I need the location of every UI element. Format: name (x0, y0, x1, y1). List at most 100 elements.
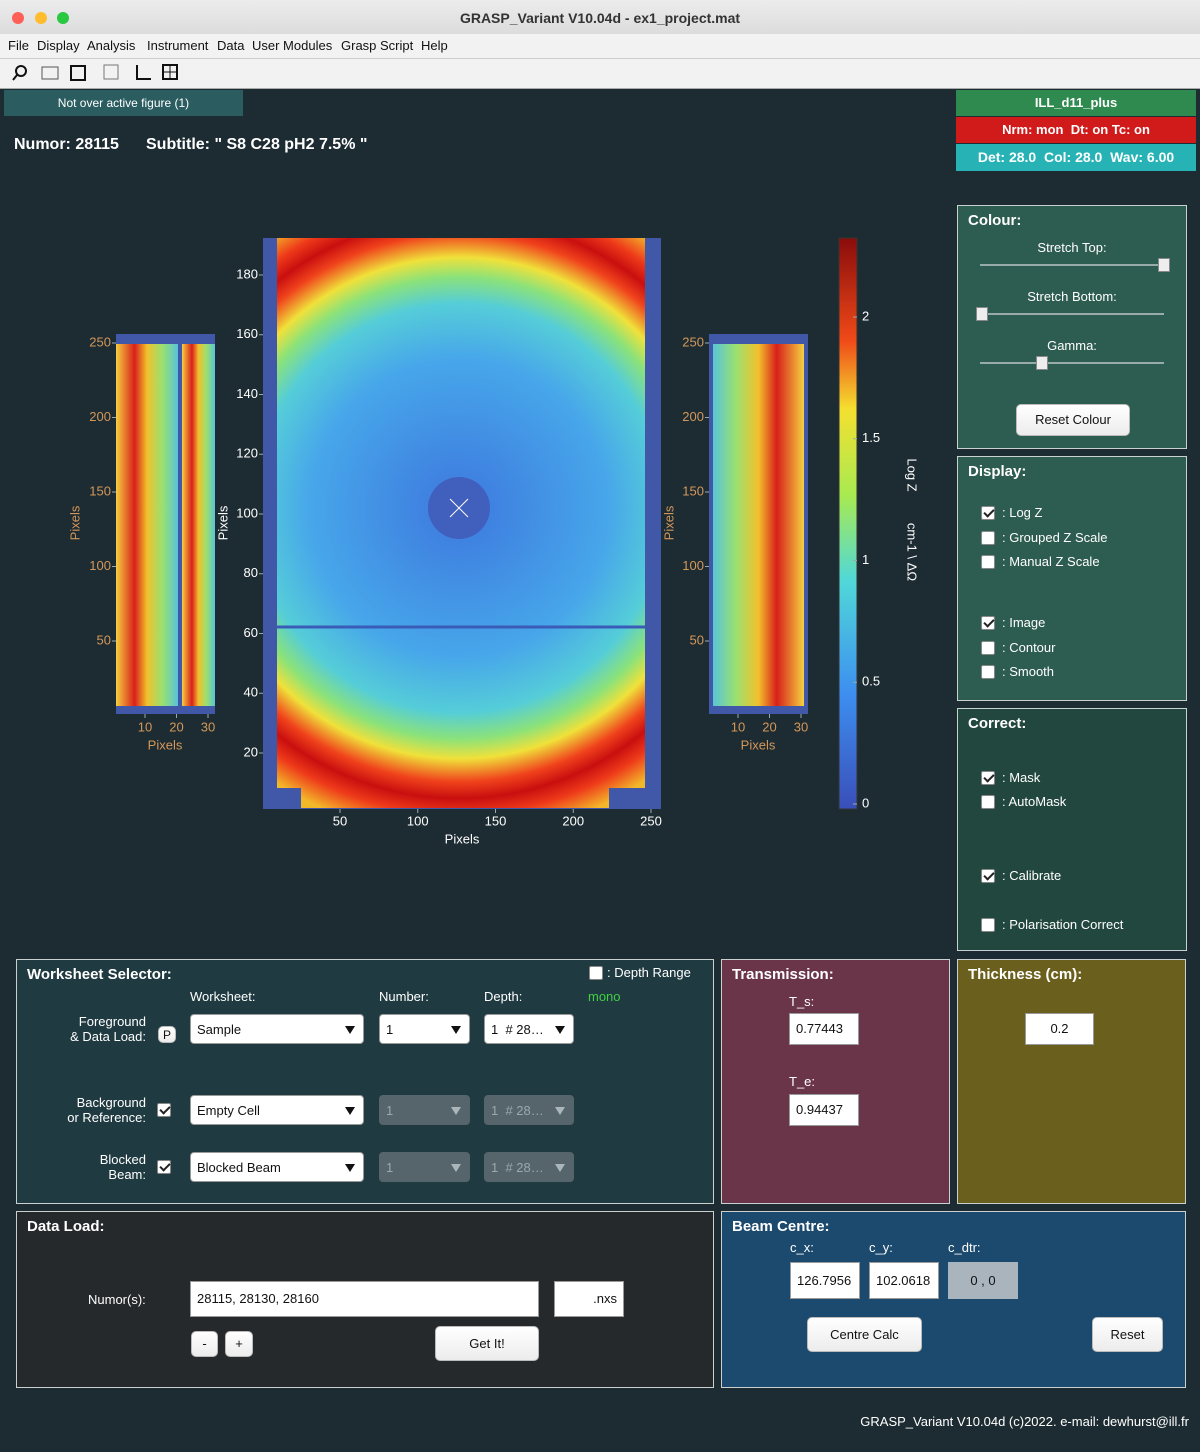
y-axis-label: Pixels (661, 505, 676, 540)
depth-dropdown[interactable]: 1 # 28… (484, 1014, 574, 1044)
minimize-button[interactable] (35, 12, 47, 24)
stretch-top-slider[interactable] (980, 258, 1170, 272)
label: : Depth Range (607, 965, 691, 980)
x-tick-label: 20 (762, 719, 776, 734)
plot-area: 50 100 150 200 25020406080100120140160180Pix… (67, 237, 920, 846)
menu-bar: File Display Analysis Instrument Data User Mo… (0, 34, 1200, 59)
checkbox[interactable] (981, 869, 995, 883)
y-tick-label: 140 (236, 386, 258, 401)
checkbox-label: : Contour (1002, 640, 1056, 655)
checkbox-label: : Polarisation Correct (1002, 917, 1124, 932)
y-tick-label: 50 (97, 632, 111, 647)
cy-input[interactable]: 102.0618 (869, 1262, 939, 1299)
footer: GRASP_Variant V10.04d (c)2022. e-mail: d… (860, 1414, 1189, 1429)
menu-item[interactable]: File (8, 38, 29, 53)
instrument-settings: Det: 28.0 Col: 28.0 Wav: 6.00 (956, 144, 1196, 171)
checkbox[interactable] (981, 506, 995, 520)
ts-input[interactable]: 0.77443 (789, 1013, 859, 1045)
close-button[interactable] (12, 12, 24, 24)
left-image (116, 344, 178, 706)
extension-input[interactable]: .nxs (554, 1281, 624, 1317)
column-header: Number: (379, 989, 429, 1004)
menu-item[interactable]: Data (217, 38, 245, 53)
y-tick-label: 120 (236, 446, 258, 461)
centre-calc-button[interactable]: Centre Calc (807, 1317, 922, 1352)
depth-range-checkbox[interactable] (589, 966, 603, 980)
reset-colour-button[interactable]: Reset Colour (1016, 404, 1130, 436)
checkbox[interactable] (157, 1103, 171, 1117)
x-tick-label: 20 (169, 719, 183, 734)
menu-item[interactable]: Grasp Script (341, 38, 414, 53)
label: T_e: (789, 1074, 816, 1089)
worksheet-dropdown[interactable]: Blocked Beam (190, 1152, 364, 1182)
y-tick-label: 100 (682, 558, 704, 573)
checkbox-label: : Manual Z Scale (1002, 554, 1100, 569)
zoom-button[interactable] (57, 12, 69, 24)
row-label: Blocked (99, 1152, 146, 1167)
menu-item[interactable]: Instrument (147, 38, 209, 53)
checkbox[interactable] (981, 795, 995, 809)
y-axis-label: Pixels (215, 505, 230, 540)
row-label: Beam: (108, 1167, 146, 1182)
x-tick-label: 150 (485, 813, 507, 828)
numor: Numor: 28115 (14, 136, 119, 153)
panel-title: Thickness (cm): (968, 966, 1083, 983)
get-button[interactable]: Get It! (435, 1326, 539, 1361)
menu-item[interactable]: Display (37, 38, 80, 53)
checkbox[interactable] (981, 665, 995, 679)
y-tick-label: 40 (244, 685, 258, 700)
stretch-bottom-slider[interactable] (976, 307, 1164, 321)
menu-item[interactable]: Analysis (87, 38, 136, 53)
label: Gamma: (1047, 338, 1097, 353)
minus-button[interactable]: - (191, 1331, 218, 1357)
checkbox[interactable] (981, 531, 995, 545)
cx-input[interactable]: 126.7956 (790, 1262, 860, 1299)
checkbox-label: : AutoMask (1002, 794, 1067, 809)
column-header: Depth: (484, 989, 523, 1004)
row-label: or Reference: (67, 1110, 146, 1125)
worksheet-dropdown[interactable]: Empty Cell (190, 1095, 364, 1125)
x-tick-label: 200 (562, 813, 584, 828)
x-axis-label: Pixels (445, 831, 480, 846)
checkbox[interactable] (981, 555, 995, 569)
checkbox-label: : Log Z (1002, 505, 1043, 520)
title-bar: GRASP_Variant V10.04d - ex1_project.mat (0, 0, 1200, 34)
checkbox-label: : Smooth (1002, 664, 1055, 679)
y-tick-label: 80 (244, 565, 258, 580)
checkbox[interactable] (157, 1160, 171, 1174)
subtitle: Subtitle: " S8 C28 pH2 7.5% " (146, 136, 368, 153)
x-tick-label: 50 (333, 813, 347, 828)
plus-button[interactable]: + (225, 1331, 253, 1357)
reset-button[interactable]: Reset (1092, 1317, 1163, 1352)
menu-item[interactable]: Help (421, 38, 448, 53)
status-box: Not over active figure (1) (4, 90, 243, 116)
checkbox[interactable] (981, 918, 995, 932)
te-input[interactable]: 0.94437 (789, 1094, 859, 1126)
number-dropdown[interactable]: 1 (379, 1014, 470, 1044)
colorbar-tick-label: 0 (862, 795, 869, 810)
y-tick-label: 150 (89, 483, 111, 498)
checkbox[interactable] (981, 641, 995, 655)
panel-title: Correct: (968, 715, 1027, 732)
menu-item[interactable]: User Modules (252, 38, 333, 53)
numors-input[interactable]: 28115, 28130, 28160 (190, 1281, 539, 1317)
panel-title: Display: (968, 463, 1027, 480)
depth-dropdown: 1 # 28… (484, 1152, 574, 1182)
row-label: Background (76, 1095, 146, 1110)
y-axis-label: Pixels (67, 505, 82, 540)
number-dropdown: 1 (379, 1152, 470, 1182)
toolbar (0, 59, 1200, 89)
checkbox[interactable] (981, 616, 995, 630)
worksheet-dropdown[interactable]: Sample (190, 1014, 364, 1044)
label: Stretch Top: (1037, 240, 1107, 255)
checkbox[interactable] (981, 771, 995, 785)
mono-label: mono (588, 989, 621, 1004)
row-label: Foreground (78, 1014, 146, 1029)
gamma-slider[interactable] (980, 356, 1164, 370)
p-button[interactable]: P (158, 1026, 176, 1043)
data-load-panel: Data Load: Numor(s): 28115, 28130, 28160… (16, 1211, 714, 1388)
column-header: Worksheet: (190, 989, 256, 1004)
thickness-input[interactable]: 0.2 (1025, 1013, 1094, 1045)
instrument-name: ILL_d11_plus (956, 90, 1196, 116)
